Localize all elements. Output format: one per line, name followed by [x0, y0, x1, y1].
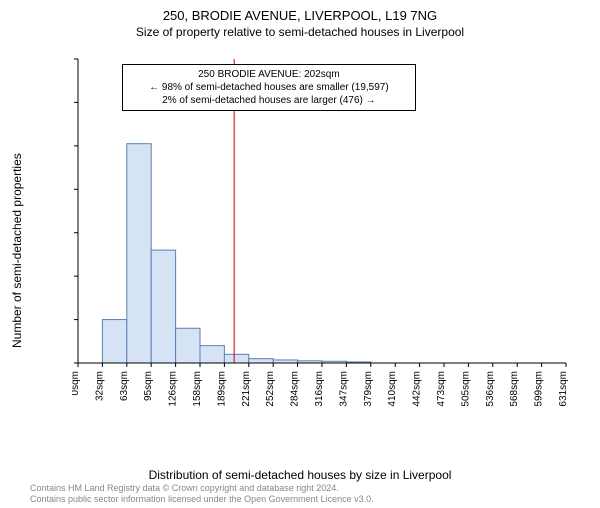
annotation-box: 250 BRODIE AVENUE: 202sqm ← 98% of semi-…	[122, 64, 416, 111]
chart-title: 250, BRODIE AVENUE, LIVERPOOL, L19 7NG	[0, 8, 600, 23]
annotation-line2: ← 98% of semi-detached houses are smalle…	[129, 81, 409, 94]
svg-text:568sqm: 568sqm	[509, 371, 520, 407]
svg-text:631sqm: 631sqm	[558, 371, 569, 407]
svg-text:599sqm: 599sqm	[534, 371, 545, 407]
svg-text:347sqm: 347sqm	[338, 371, 349, 407]
svg-text:189sqm: 189sqm	[216, 371, 227, 407]
svg-text:252sqm: 252sqm	[265, 371, 276, 407]
footer-line1: Contains HM Land Registry data © Crown c…	[30, 483, 374, 494]
svg-text:158sqm: 158sqm	[192, 371, 203, 407]
svg-text:536sqm: 536sqm	[485, 371, 496, 407]
svg-text:0sqm: 0sqm	[72, 371, 81, 395]
svg-text:442sqm: 442sqm	[412, 371, 423, 407]
svg-text:63sqm: 63sqm	[119, 371, 130, 401]
svg-text:316sqm: 316sqm	[314, 371, 325, 407]
chart-area: 020004000600080001000012000140000sqm32sq…	[72, 53, 572, 423]
svg-text:95sqm: 95sqm	[143, 371, 154, 401]
svg-text:379sqm: 379sqm	[363, 371, 374, 407]
footer-attribution: Contains HM Land Registry data © Crown c…	[30, 483, 374, 505]
annotation-line1: 250 BRODIE AVENUE: 202sqm	[129, 68, 409, 81]
svg-text:410sqm: 410sqm	[387, 371, 398, 407]
y-axis-label: Number of semi-detached properties	[10, 153, 24, 348]
svg-text:221sqm: 221sqm	[241, 371, 252, 407]
svg-text:32sqm: 32sqm	[94, 371, 105, 401]
chart-subtitle: Size of property relative to semi-detach…	[0, 25, 600, 39]
svg-text:505sqm: 505sqm	[460, 371, 471, 407]
svg-text:284sqm: 284sqm	[290, 371, 301, 407]
svg-text:473sqm: 473sqm	[436, 371, 447, 407]
x-axis-label: Distribution of semi-detached houses by …	[0, 468, 600, 482]
annotation-line3: 2% of semi-detached houses are larger (4…	[129, 94, 409, 107]
svg-text:126sqm: 126sqm	[168, 371, 179, 407]
